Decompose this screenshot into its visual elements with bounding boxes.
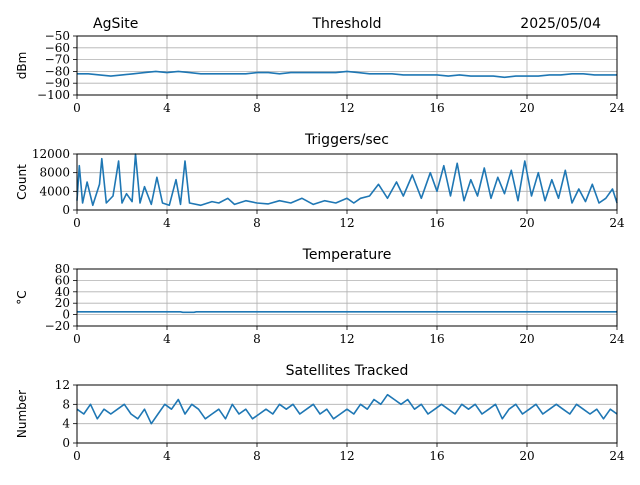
- chart-panel-1: 0 4 8 12 16 20 24 0 4000 8000 12000 Triggers/sec Cou…: [15, 132, 625, 230]
- x-tick-label: 16: [429, 332, 444, 346]
- y-tick-label: 4000: [39, 184, 70, 198]
- y-axis-label: dBm: [15, 52, 29, 80]
- series-line: [77, 311, 617, 314]
- y-axis-label: Number: [15, 390, 29, 438]
- y-tick-label: 80: [55, 262, 70, 276]
- y-axis-label: Count: [15, 164, 29, 200]
- x-tick-label: 12: [339, 101, 354, 115]
- x-tick-label: 8: [253, 449, 261, 463]
- x-tick-label: 8: [253, 101, 261, 115]
- chart-panel-3: 0 4 8 12 16 20 24 0 4 8 12 Satellites Tracked Number: [15, 363, 625, 463]
- chart-title: Triggers/sec: [304, 132, 389, 148]
- x-tick-label: 8: [253, 332, 261, 346]
- x-tick-label: 8: [253, 216, 261, 230]
- x-tick-label: 16: [429, 101, 444, 115]
- x-tick-label: 24: [609, 101, 625, 115]
- chart-panel-0: 0 4 8 12 16 20 24 −100−90−80−70−60−50 Threshold d…: [15, 16, 625, 115]
- x-tick-label: 16: [429, 449, 444, 463]
- x-tick-label: 12: [339, 449, 354, 463]
- chart-title: Temperature: [302, 247, 392, 263]
- x-tick-label: 0: [73, 449, 81, 463]
- y-tick-label: 20: [55, 296, 70, 310]
- x-tick-label: 12: [339, 216, 354, 230]
- y-tick-label: −50: [45, 29, 70, 43]
- x-tick-label: 20: [519, 332, 534, 346]
- y-tick-label: 0: [62, 436, 70, 450]
- y-tick-label: 0: [62, 203, 70, 217]
- y-tick-label: −90: [45, 76, 70, 90]
- y-tick-label: 4: [62, 417, 70, 431]
- y-tick-label: −20: [45, 319, 70, 333]
- x-tick-label: 4: [163, 332, 171, 346]
- x-tick-label: 0: [73, 332, 81, 346]
- y-tick-label: 12000: [32, 147, 70, 161]
- series-line: [76, 153, 618, 207]
- series-line: [77, 70, 617, 79]
- x-tick-label: 4: [163, 449, 171, 463]
- x-tick-label: 0: [73, 101, 81, 115]
- y-tick-label: 8000: [39, 166, 70, 180]
- y-tick-label: 8: [62, 397, 70, 411]
- x-tick-label: 12: [339, 332, 354, 346]
- x-tick-label: 24: [609, 449, 625, 463]
- series-line: [76, 393, 618, 425]
- y-tick-label: −70: [45, 53, 70, 67]
- report-date: 2025/05/04: [520, 16, 601, 32]
- y-tick-label: −80: [45, 64, 70, 78]
- y-tick-label: −60: [45, 41, 70, 55]
- x-tick-label: 24: [609, 216, 625, 230]
- x-tick-label: 4: [163, 216, 171, 230]
- x-tick-label: 0: [73, 216, 81, 230]
- chart-title: Satellites Tracked: [286, 363, 409, 379]
- x-tick-label: 24: [609, 332, 625, 346]
- y-tick-label: 0: [62, 308, 70, 322]
- site-name: AgSite: [93, 16, 138, 32]
- y-tick-label: 40: [55, 285, 70, 299]
- x-tick-label: 20: [519, 216, 534, 230]
- y-axis-label: °C: [15, 290, 29, 304]
- y-tick-label: 60: [55, 273, 70, 287]
- y-tick-label: −100: [37, 88, 70, 102]
- chart-title: Threshold: [312, 16, 382, 32]
- x-tick-label: 4: [163, 101, 171, 115]
- y-tick-label: 12: [55, 378, 70, 392]
- x-tick-label: 16: [429, 216, 444, 230]
- x-tick-label: 20: [519, 449, 534, 463]
- x-tick-label: 20: [519, 101, 534, 115]
